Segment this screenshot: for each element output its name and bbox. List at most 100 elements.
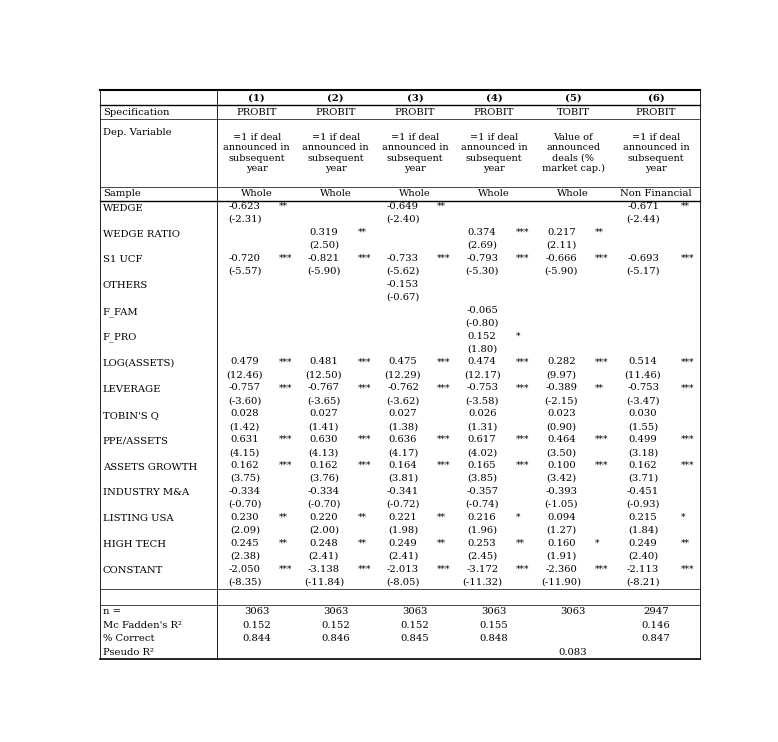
Text: PROBIT: PROBIT	[237, 108, 277, 116]
Text: -0.671: -0.671	[627, 202, 659, 211]
Text: 0.464: 0.464	[547, 435, 576, 444]
Text: ***: ***	[516, 254, 530, 263]
Text: WEDGE RATIO: WEDGE RATIO	[103, 229, 180, 238]
Text: (-2.40): (-2.40)	[386, 215, 420, 224]
Text: 0.481: 0.481	[310, 358, 338, 367]
Text: (-5.17): (-5.17)	[626, 267, 660, 276]
Text: LISTING USA: LISTING USA	[103, 514, 173, 523]
Text: ***: ***	[595, 461, 609, 470]
Text: 0.630: 0.630	[310, 435, 338, 444]
Text: -0.393: -0.393	[545, 487, 577, 496]
Text: (-2.44): (-2.44)	[626, 215, 660, 224]
Text: ***: ***	[279, 461, 293, 470]
Text: (1.80): (1.80)	[467, 344, 497, 353]
Text: (2.41): (2.41)	[388, 551, 419, 561]
Text: 0.474: 0.474	[468, 358, 496, 367]
Text: (-8.05): (-8.05)	[387, 577, 420, 587]
Text: =1 if deal
announced in
subsequent
year: =1 if deal announced in subsequent year	[223, 133, 290, 173]
Text: =1 if deal
announced in
subsequent
year: =1 if deal announced in subsequent year	[303, 133, 369, 173]
Text: Whole: Whole	[557, 189, 589, 198]
Text: (3.42): (3.42)	[546, 474, 576, 483]
Text: **: **	[358, 228, 367, 237]
Text: (1.41): (1.41)	[309, 422, 339, 431]
Text: F_FAM: F_FAM	[103, 307, 138, 317]
Text: ***: ***	[595, 358, 609, 367]
Text: (1.84): (1.84)	[628, 526, 658, 535]
Text: **: **	[595, 384, 605, 393]
Text: =1 if deal
announced in
subsequent
year: =1 if deal announced in subsequent year	[623, 133, 689, 173]
Text: 0.028: 0.028	[230, 410, 259, 418]
Text: (-0.70): (-0.70)	[307, 500, 341, 509]
Text: -2.050: -2.050	[229, 565, 261, 574]
Text: 0.164: 0.164	[389, 461, 418, 470]
Text: -0.334: -0.334	[229, 487, 261, 496]
Text: (12.29): (12.29)	[385, 370, 422, 379]
Text: 3063: 3063	[402, 607, 428, 616]
Text: (-3.62): (-3.62)	[387, 396, 420, 405]
Text: ***: ***	[437, 565, 450, 574]
Text: 0.514: 0.514	[629, 358, 657, 367]
Text: 0.026: 0.026	[468, 410, 496, 418]
Text: LOG(ASSETS): LOG(ASSETS)	[103, 359, 175, 368]
Text: PROBIT: PROBIT	[316, 108, 356, 116]
Text: (-5.90): (-5.90)	[307, 267, 341, 276]
Text: F_PRO: F_PRO	[103, 332, 137, 343]
Text: 0.846: 0.846	[321, 634, 350, 643]
Text: (3): (3)	[407, 93, 423, 102]
Text: ***: ***	[279, 435, 293, 444]
Text: (-11.84): (-11.84)	[304, 577, 344, 587]
Text: 0.844: 0.844	[242, 634, 271, 643]
Text: (1.31): (1.31)	[467, 422, 497, 431]
Text: 3063: 3063	[560, 607, 586, 616]
Text: 0.215: 0.215	[629, 513, 657, 522]
Text: (3.71): (3.71)	[628, 474, 658, 483]
Text: 0.848: 0.848	[480, 634, 508, 643]
Text: -0.753: -0.753	[466, 384, 498, 393]
Text: (2.09): (2.09)	[230, 526, 260, 535]
Text: 0.030: 0.030	[629, 410, 657, 418]
Text: ***: ***	[437, 384, 450, 393]
Text: 0.479: 0.479	[230, 358, 259, 367]
Text: 3063: 3063	[482, 607, 506, 616]
Text: 0.155: 0.155	[480, 621, 508, 630]
Text: (4.13): (4.13)	[309, 448, 339, 457]
Text: (4.15): (4.15)	[230, 448, 260, 457]
Text: PROBIT: PROBIT	[394, 108, 435, 116]
Text: ***: ***	[681, 435, 694, 444]
Text: ***: ***	[681, 254, 694, 263]
Text: ***: ***	[279, 384, 293, 393]
Text: **: **	[358, 539, 367, 548]
Text: **: **	[681, 202, 689, 211]
Text: (-3.58): (-3.58)	[465, 396, 499, 405]
Text: 0.100: 0.100	[547, 461, 576, 470]
Text: -0.693: -0.693	[627, 254, 659, 263]
Text: 0.374: 0.374	[468, 228, 496, 237]
Text: (1.42): (1.42)	[230, 422, 260, 431]
Text: (-2.31): (-2.31)	[228, 215, 261, 224]
Text: ***: ***	[358, 435, 371, 444]
Text: 0.845: 0.845	[401, 634, 429, 643]
Text: ***: ***	[516, 565, 530, 574]
Text: 0.253: 0.253	[468, 539, 496, 548]
Text: **: **	[279, 513, 288, 522]
Text: 0.152: 0.152	[401, 621, 429, 630]
Text: 0.027: 0.027	[310, 410, 338, 418]
Text: (-5.62): (-5.62)	[387, 267, 420, 276]
Text: (1.91): (1.91)	[546, 551, 576, 561]
Text: ***: ***	[516, 384, 530, 393]
Text: 0.499: 0.499	[629, 435, 657, 444]
Text: -2.360: -2.360	[545, 565, 577, 574]
Text: 0.094: 0.094	[547, 513, 576, 522]
Text: Sample: Sample	[103, 189, 141, 198]
Text: (-5.30): (-5.30)	[465, 267, 499, 276]
Text: 2947: 2947	[643, 607, 669, 616]
Text: (12.46): (12.46)	[226, 370, 263, 379]
Text: 0.152: 0.152	[321, 621, 350, 630]
Text: 0.160: 0.160	[547, 539, 576, 548]
Text: 0.245: 0.245	[230, 539, 259, 548]
Text: ***: ***	[516, 435, 530, 444]
Text: ***: ***	[279, 358, 293, 367]
Text: -0.065: -0.065	[466, 306, 498, 315]
Text: -0.767: -0.767	[308, 384, 340, 393]
Text: (2.41): (2.41)	[309, 551, 339, 561]
